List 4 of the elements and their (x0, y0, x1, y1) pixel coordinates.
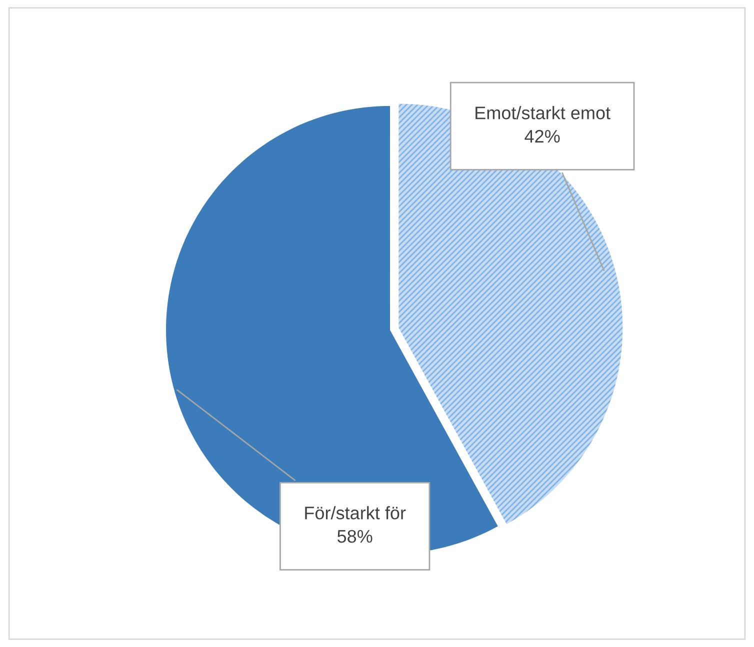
slice-label: Emot/starkt emot (476, 106, 610, 120)
data-label: 58% (337, 530, 372, 543)
data-label: 42% (524, 130, 560, 143)
slice-label: För/starkt för (305, 506, 406, 520)
